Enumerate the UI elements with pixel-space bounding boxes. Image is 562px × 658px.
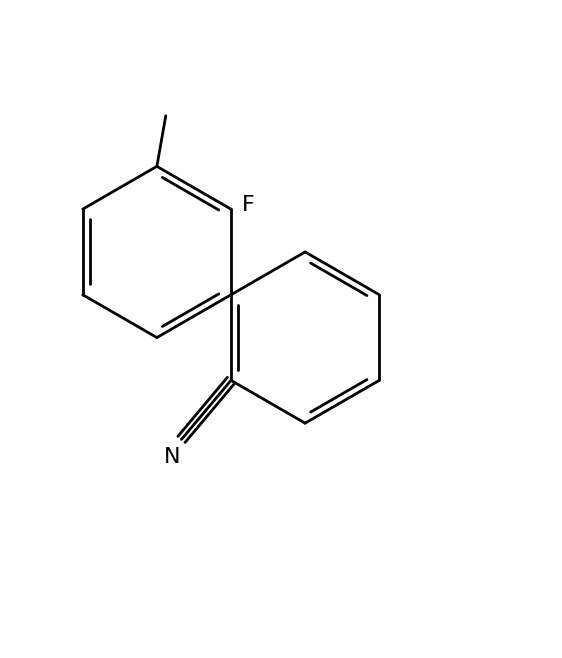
Text: F: F xyxy=(242,195,255,215)
Text: N: N xyxy=(164,447,180,467)
